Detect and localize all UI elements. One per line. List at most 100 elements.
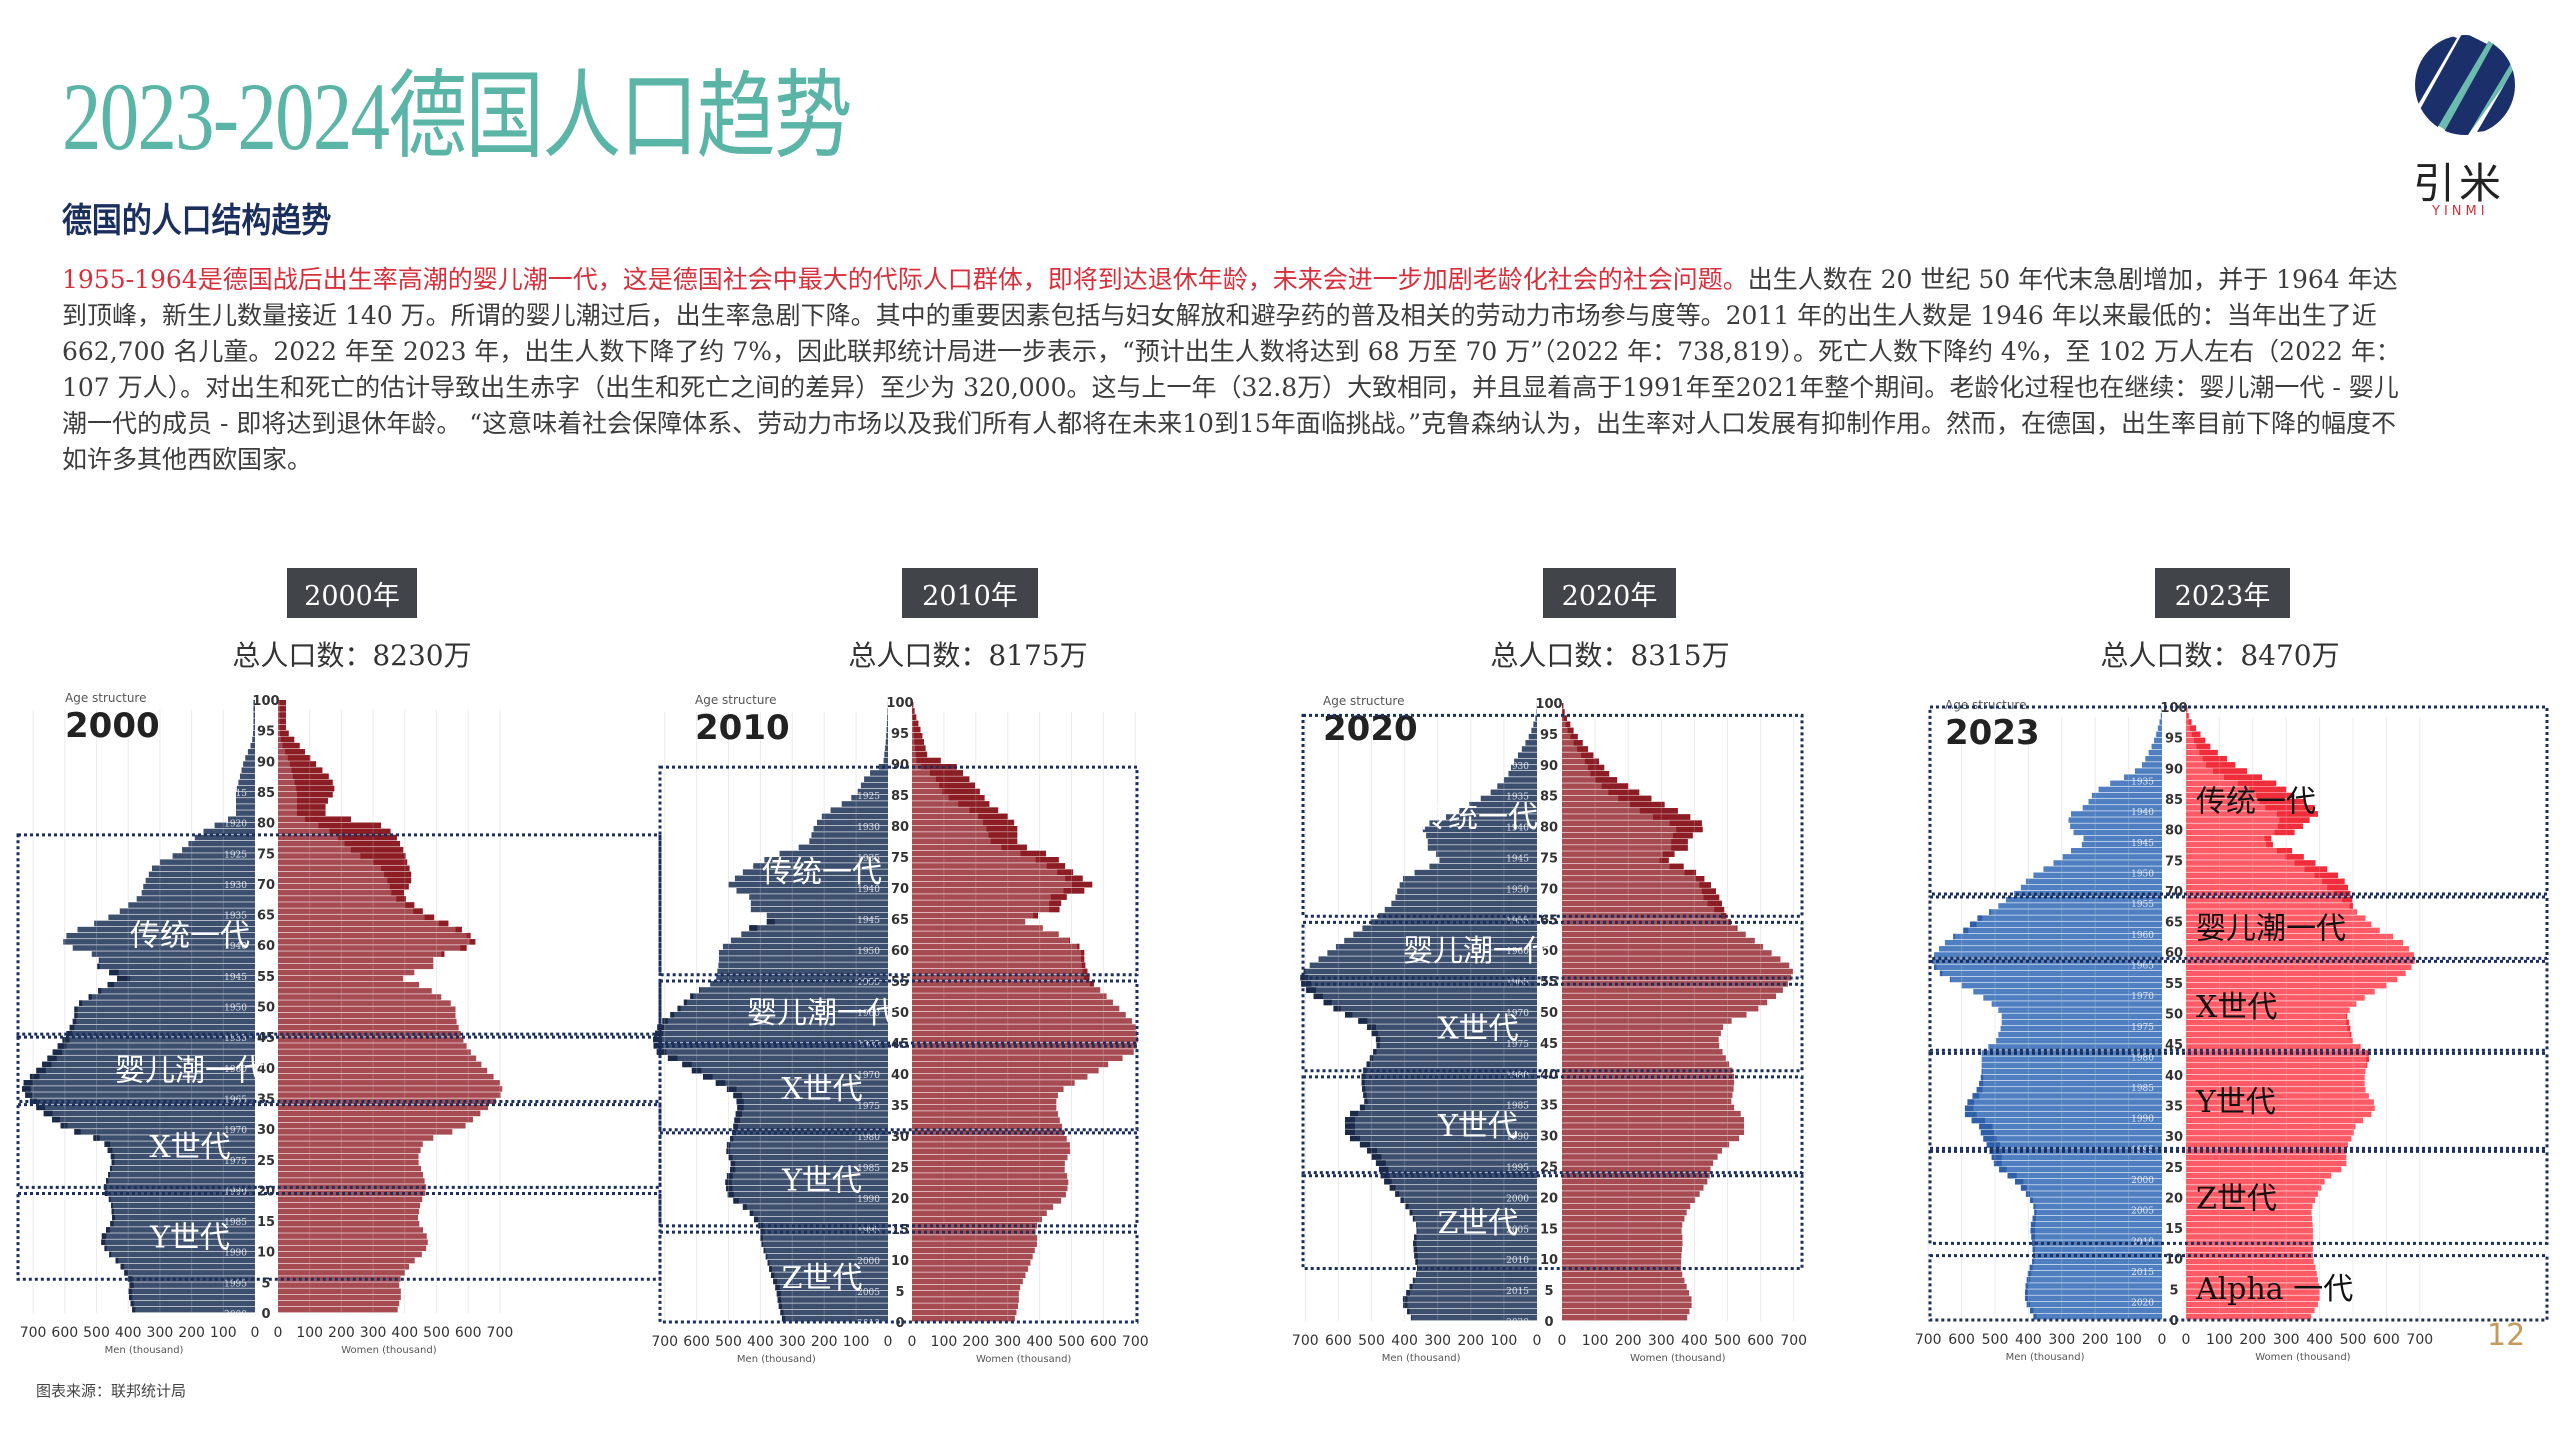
men-surplus-bar xyxy=(702,1074,713,1080)
women-bar xyxy=(912,974,1090,981)
women-bar xyxy=(278,1049,471,1055)
women-bar xyxy=(1562,1197,1696,1203)
men-bar xyxy=(1409,1209,1537,1216)
men-surplus-bar xyxy=(107,1147,113,1154)
women-bar xyxy=(278,865,410,872)
women-bar xyxy=(1562,1178,1708,1185)
women-bar xyxy=(278,1165,422,1172)
men-bar xyxy=(1980,1129,2162,1136)
men-surplus-bar xyxy=(1363,1092,1367,1098)
women-bar xyxy=(278,1159,419,1166)
women-bar xyxy=(912,1297,1019,1303)
men-bar xyxy=(1963,927,2162,934)
men-surplus-bar xyxy=(108,1196,111,1203)
women-surplus-bar xyxy=(466,932,471,939)
women-bar xyxy=(1562,1005,1759,1012)
men-bar xyxy=(2062,854,2162,860)
women-bar xyxy=(912,900,1062,906)
men-surplus-bar xyxy=(129,1282,134,1288)
age-tick: 65 xyxy=(1540,913,1558,928)
women-surplus-bar xyxy=(1035,857,1059,863)
women-bar xyxy=(278,1080,500,1086)
women-surplus-bar xyxy=(2314,872,2338,879)
women-bar xyxy=(278,1257,415,1264)
women-bar xyxy=(1562,1240,1683,1247)
men-bar xyxy=(779,850,888,857)
men-bar xyxy=(236,785,255,792)
men-bar xyxy=(730,1160,888,1167)
men-bar xyxy=(235,791,255,798)
men-surplus-bar xyxy=(780,1309,784,1316)
men-surplus-bar xyxy=(106,1227,110,1233)
men-x-tick: 200 xyxy=(811,1334,838,1350)
women-bar xyxy=(278,926,462,933)
men-bar xyxy=(710,981,888,987)
men-surplus-bar xyxy=(730,1160,736,1167)
men-x-tick: 600 xyxy=(1325,1333,1352,1349)
women-bar xyxy=(2186,933,2394,940)
women-surplus-bar xyxy=(2304,866,2328,872)
men-bar xyxy=(1362,925,1537,932)
women-bar xyxy=(278,1110,481,1117)
women-surplus-bar xyxy=(2277,823,2303,829)
men-surplus-bar xyxy=(1964,1111,1977,1118)
women-bar xyxy=(2186,1062,2368,1069)
generation-box xyxy=(1928,705,2549,896)
age-tick: 50 xyxy=(1540,1006,1558,1021)
women-bar xyxy=(278,1031,461,1037)
men-bar xyxy=(2043,866,2162,872)
age-tick: 95 xyxy=(2165,732,2183,747)
men-surplus-bar xyxy=(124,1270,129,1276)
women-surplus-bar xyxy=(424,914,435,921)
women-bar xyxy=(278,902,415,908)
men-bar xyxy=(734,1117,888,1123)
men-bar xyxy=(250,742,255,749)
women-surplus-bar xyxy=(294,779,333,786)
men-bar xyxy=(1367,1024,1537,1030)
men-bar xyxy=(108,1196,255,1203)
birth-year-tick: 1975 xyxy=(1506,1040,1529,1050)
women-bar xyxy=(1562,1277,1685,1284)
women-bar xyxy=(2186,1031,2352,1038)
men-bar xyxy=(1977,915,2162,921)
women-bar xyxy=(278,1221,420,1227)
men-surplus-bar xyxy=(1412,1215,1415,1222)
men-surplus-bar xyxy=(726,1185,733,1192)
men-bar xyxy=(2020,1185,2162,1191)
women-surplus-bar xyxy=(1570,733,1578,740)
women-bar xyxy=(278,1239,428,1245)
birth-year-tick: 1960 xyxy=(1506,947,1529,957)
women-surplus-bar xyxy=(384,871,412,878)
men-surplus-bar xyxy=(36,1104,45,1111)
women-surplus-bar xyxy=(1565,721,1571,728)
age-tick: 40 xyxy=(1540,1068,1558,1083)
men-bar xyxy=(109,969,256,976)
women-bar xyxy=(278,840,401,847)
men-bar xyxy=(2033,872,2162,879)
women-bar xyxy=(2186,939,2404,946)
age-tick: 100 xyxy=(886,696,913,711)
age-tick: 5 xyxy=(2169,1283,2178,1298)
women-surplus-bar xyxy=(1573,740,1583,746)
birth-year-tick: 1995 xyxy=(1506,1164,1529,1174)
men-bar xyxy=(1944,939,2162,946)
men-bar xyxy=(62,1037,255,1043)
women-bar xyxy=(278,932,471,939)
men-bar xyxy=(1414,869,1537,876)
women-surplus-bar xyxy=(404,902,415,908)
women-bar xyxy=(1562,1110,1741,1117)
women-surplus-bar xyxy=(389,883,409,890)
men-bar xyxy=(1323,999,1537,1006)
women-bar xyxy=(278,877,412,884)
men-bar xyxy=(1405,1203,1537,1210)
women-axis-label: Women (thousand) xyxy=(341,1345,436,1356)
women-bar xyxy=(1562,1222,1683,1228)
women-bar xyxy=(1562,925,1738,932)
women-bar xyxy=(1562,1308,1690,1315)
men-bar xyxy=(253,706,255,712)
men-bar xyxy=(235,810,255,816)
men-bar xyxy=(110,1221,255,1227)
men-surplus-bar xyxy=(25,1092,33,1098)
men-x-tick: 500 xyxy=(1358,1333,1385,1349)
women-bar xyxy=(2186,1013,2348,1020)
